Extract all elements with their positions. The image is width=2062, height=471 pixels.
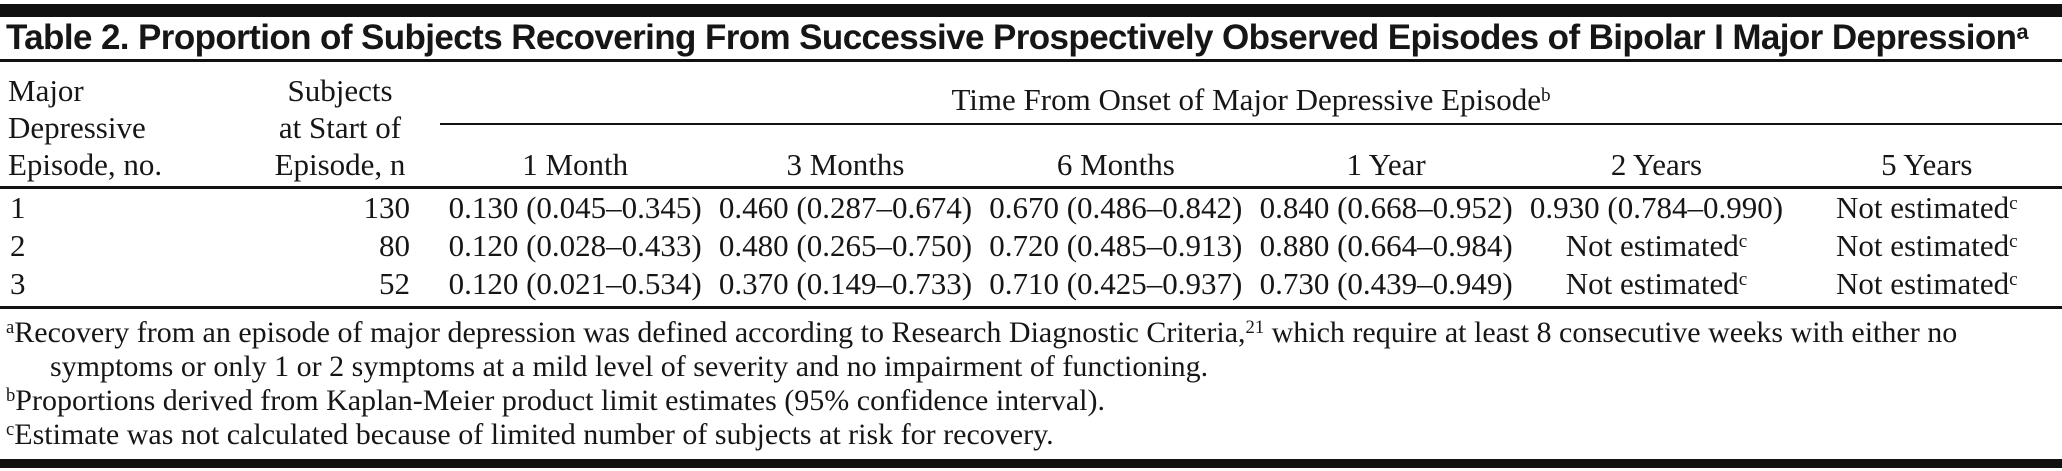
proportion-cell: 0.930 (0.784–0.990): [1521, 188, 1791, 228]
header-episode-number: Major Depressive Episode, no.: [0, 62, 240, 189]
subjects-n-cell: 52: [240, 265, 440, 309]
header-subjects-n: Subjects at Start of Episode, n: [240, 62, 440, 189]
proportion-cell: 0.130 (0.045–0.345): [440, 188, 710, 228]
proportion-cell: 0.670 (0.486–0.842): [981, 188, 1251, 228]
proportion-cell: 0.370 (0.149–0.733): [710, 265, 981, 309]
proportion-cell: 0.120 (0.021–0.534): [440, 265, 711, 309]
proportion-cell: Not estimatedc: [1521, 265, 1792, 309]
table-row: 2 80 0.120 (0.028–0.433) 0.480 (0.265–0.…: [0, 227, 2062, 265]
header-time-from-onset: Time From Onset of Major Depressive Epis…: [440, 62, 2062, 125]
header-time-from-onset-text: Time From Onset of Major Depressive Epis…: [951, 82, 1541, 117]
proportion-value: 0.720 (0.485–0.913): [989, 228, 1243, 263]
proportion-cell: 0.720 (0.485–0.913): [981, 227, 1251, 265]
proportion-value: Not estimated: [1836, 190, 2010, 225]
proportion-value: 0.130 (0.045–0.345): [448, 190, 702, 225]
proportion-value: Not estimated: [1836, 266, 2010, 301]
proportion-value: Not estimated: [1836, 228, 2010, 263]
header-time-from-onset-footnote-ref: b: [1540, 84, 1551, 106]
proportion-cell: 0.480 (0.265–0.750): [710, 227, 980, 265]
cell-footnote-ref: c: [1738, 268, 1748, 290]
proportion-value: 0.710 (0.425–0.937): [989, 266, 1243, 301]
cell-footnote-ref: c: [2009, 230, 2018, 252]
proportion-value: Not estimated: [1565, 228, 1739, 263]
proportion-cell: 0.710 (0.425–0.937): [980, 265, 1251, 309]
proportion-value: 0.670 (0.486–0.842): [989, 190, 1243, 225]
proportion-cell: Not estimatedc: [1792, 227, 2062, 265]
header-1-month: 1 Month: [440, 124, 711, 189]
footnote-a-citation-ref: 21: [1245, 317, 1265, 339]
footnote-a-text-continued: which require at least 8 consecutive wee…: [50, 316, 1958, 383]
table-title: Table 2. Proportion of Subjects Recoveri…: [0, 17, 2062, 62]
header-3-months: 3 Months: [710, 124, 981, 189]
proportion-cell: 0.730 (0.439–0.949): [1250, 265, 1522, 309]
cell-footnote-ref: c: [1738, 230, 1748, 252]
proportion-value: 0.480 (0.265–0.750): [718, 228, 973, 263]
proportion-cell: 0.880 (0.664–0.984): [1251, 227, 1521, 265]
bottom-rule: [0, 459, 2062, 468]
header-2-years: 2 Years: [1521, 124, 1792, 189]
proportion-cell: 0.460 (0.287–0.674): [710, 188, 980, 228]
episode-number-cell: 1: [10, 190, 26, 225]
footnote-a-marker: a: [6, 317, 15, 339]
header-6-months: 6 Months: [980, 124, 1251, 189]
top-rule: [0, 4, 2062, 17]
subjects-n-cell: 80: [379, 228, 410, 263]
proportion-cell: 0.840 (0.668–0.952): [1251, 188, 1521, 228]
proportion-value: Not estimated: [1565, 266, 1739, 301]
table-row: 3 52 0.120 (0.021–0.534) 0.370 (0.149–0.…: [0, 265, 2062, 309]
table-figure: Table 2. Proportion of Subjects Recoveri…: [0, 4, 2062, 468]
footnote-b-marker: b: [6, 385, 16, 407]
proportion-value: 0.370 (0.149–0.733): [718, 266, 973, 301]
cell-footnote-ref: c: [2009, 268, 2018, 290]
table-title-footnote-ref: a: [2016, 18, 2028, 44]
footnote-a-text: Recovery from an episode of major depres…: [14, 316, 1246, 349]
proportion-cell: Not estimatedc: [1791, 265, 2062, 309]
recovery-table: Major Depressive Episode, no. Subjects a…: [0, 62, 2062, 309]
footnote-c-text: Estimate was not calculated because of l…: [14, 418, 1054, 451]
episode-number-cell: 2: [10, 228, 26, 263]
header-5-years: 5 Years: [1791, 124, 2062, 189]
proportion-value: 0.730 (0.439–0.949): [1259, 266, 1513, 301]
footnotes: aRecovery from an episode of major depre…: [0, 309, 2062, 452]
table-header: Major Depressive Episode, no. Subjects a…: [0, 62, 2062, 189]
proportion-value: 0.930 (0.784–0.990): [1529, 190, 1784, 225]
footnote-c-marker: c: [6, 419, 15, 441]
proportion-value: 0.120 (0.021–0.534): [448, 266, 702, 301]
footnote-c: cEstimate was not calculated because of …: [6, 418, 2052, 452]
proportion-cell: Not estimatedc: [1521, 227, 1791, 265]
proportion-value: 0.840 (0.668–0.952): [1259, 190, 1513, 225]
footnote-a: aRecovery from an episode of major depre…: [6, 316, 2052, 384]
cell-footnote-ref: c: [2009, 192, 2018, 214]
table-row: 1 130 0.130 (0.045–0.345) 0.460 (0.287–0…: [0, 188, 2062, 228]
proportion-cell: Not estimatedc: [1792, 188, 2062, 228]
table-body: 1 130 0.130 (0.045–0.345) 0.460 (0.287–0…: [0, 188, 2062, 309]
proportion-cell: 0.120 (0.028–0.433): [440, 227, 710, 265]
subjects-n-cell: 130: [363, 190, 411, 225]
footnote-b: bProportions derived from Kaplan-Meier p…: [6, 384, 2052, 418]
table-title-text: Table 2. Proportion of Subjects Recoveri…: [6, 18, 2017, 57]
proportion-value: 0.460 (0.287–0.674): [718, 190, 973, 225]
episode-number-cell: 3: [0, 265, 240, 309]
footnote-b-text: Proportions derived from Kaplan-Meier pr…: [15, 384, 1105, 417]
proportion-value: 0.120 (0.028–0.433): [448, 228, 702, 263]
header-1-year: 1 Year: [1250, 124, 1522, 189]
proportion-value: 0.880 (0.664–0.984): [1259, 228, 1513, 263]
